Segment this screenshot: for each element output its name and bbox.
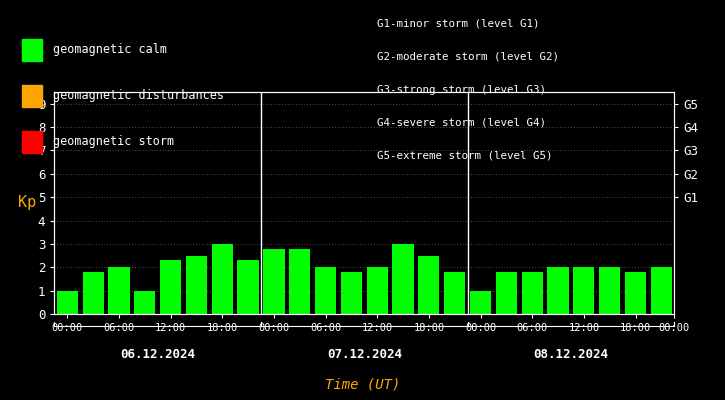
Text: geomagnetic calm: geomagnetic calm <box>53 44 167 56</box>
Bar <box>625 272 646 314</box>
Bar <box>57 291 78 314</box>
Bar <box>444 272 465 314</box>
Y-axis label: Kp: Kp <box>17 196 36 210</box>
Text: G2-moderate storm (level G2): G2-moderate storm (level G2) <box>377 52 559 62</box>
Bar <box>134 291 155 314</box>
Bar <box>160 260 181 314</box>
Text: Time (UT): Time (UT) <box>325 377 400 391</box>
Text: geomagnetic storm: geomagnetic storm <box>53 136 174 148</box>
Text: G4-severe storm (level G4): G4-severe storm (level G4) <box>377 118 546 128</box>
Bar <box>521 272 543 314</box>
Bar <box>263 248 284 314</box>
Bar <box>367 267 388 314</box>
Bar <box>496 272 517 314</box>
Bar <box>83 272 104 314</box>
Text: geomagnetic disturbances: geomagnetic disturbances <box>53 90 224 102</box>
Bar <box>547 267 568 314</box>
Text: G5-extreme storm (level G5): G5-extreme storm (level G5) <box>377 150 552 160</box>
Text: 08.12.2024: 08.12.2024 <box>534 348 608 360</box>
Bar <box>392 244 414 314</box>
Bar <box>186 256 207 314</box>
Bar <box>212 244 233 314</box>
Text: 07.12.2024: 07.12.2024 <box>327 348 402 360</box>
Text: 06.12.2024: 06.12.2024 <box>120 348 195 360</box>
Text: G3-strong storm (level G3): G3-strong storm (level G3) <box>377 84 546 94</box>
Bar <box>599 267 621 314</box>
Bar <box>470 291 491 314</box>
Bar <box>108 267 130 314</box>
Bar <box>341 272 362 314</box>
Bar <box>238 260 259 314</box>
Bar <box>651 267 672 314</box>
Bar <box>573 267 594 314</box>
Bar <box>418 256 439 314</box>
Bar <box>315 267 336 314</box>
Text: G1-minor storm (level G1): G1-minor storm (level G1) <box>377 19 539 29</box>
Bar <box>289 248 310 314</box>
